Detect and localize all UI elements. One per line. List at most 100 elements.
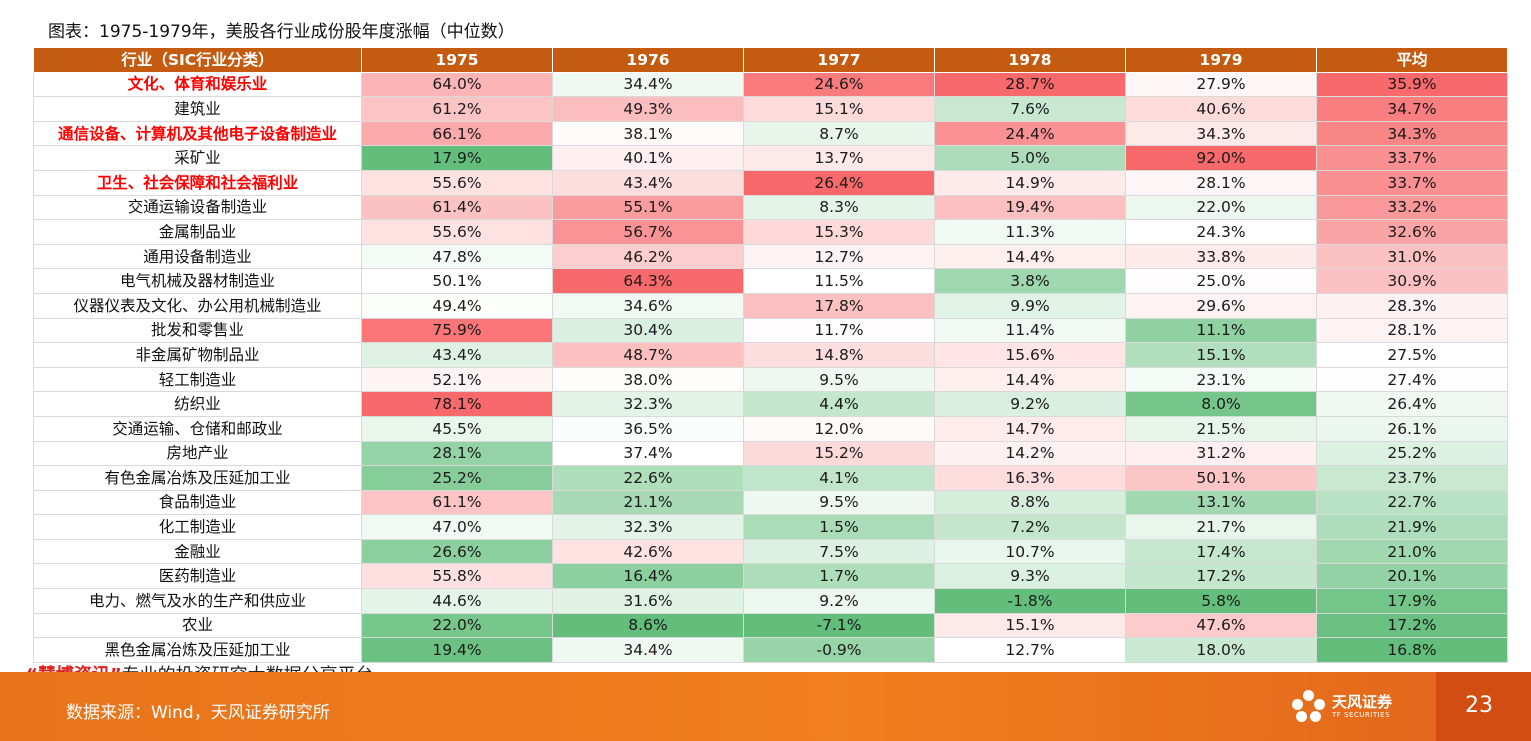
- value-cell: 66.1%: [361, 120, 553, 147]
- industry-name: 建筑业: [33, 96, 362, 122]
- value-cell: 43.4%: [361, 342, 553, 368]
- industry-name: 采矿业: [33, 145, 362, 171]
- industry-name: 纺织业: [33, 391, 362, 417]
- value-cell: 12.7%: [934, 637, 1126, 663]
- value-cell: 12.7%: [743, 243, 935, 270]
- industry-name: 文化、体育和娱乐业: [33, 71, 362, 98]
- industry-name: 通用设备制造业: [33, 243, 362, 270]
- table-row: 化工制造业 47.0% 32.3% 1.5% 7.2% 21.7% 21.9%: [33, 514, 1508, 540]
- value-cell: 8.0%: [1125, 391, 1317, 417]
- figure-title: 图表：1975-1979年，美股各行业成份股年度涨幅（中位数）: [48, 22, 515, 42]
- table-row: 金融业 26.6% 42.6% 7.5% 10.7% 17.4% 21.0%: [33, 538, 1508, 565]
- value-cell: 78.1%: [361, 391, 553, 417]
- value-cell: 11.3%: [934, 219, 1126, 245]
- value-cell: 61.1%: [361, 489, 553, 516]
- value-cell: 27.4%: [1316, 366, 1508, 393]
- value-cell: 16.4%: [552, 563, 744, 590]
- value-cell: 21.0%: [1316, 538, 1508, 565]
- value-cell: 34.4%: [552, 637, 744, 663]
- value-cell: 11.1%: [1125, 317, 1317, 344]
- value-cell: -1.8%: [934, 588, 1126, 614]
- industry-name: 金属制品业: [33, 219, 362, 245]
- value-cell: 32.3%: [552, 514, 744, 540]
- value-cell: 21.1%: [552, 489, 744, 516]
- value-cell: 15.3%: [743, 219, 935, 245]
- value-cell: 47.8%: [361, 243, 553, 270]
- value-cell: 46.2%: [552, 243, 744, 270]
- value-cell: 11.5%: [743, 268, 935, 294]
- value-cell: 7.6%: [934, 96, 1126, 122]
- value-cell: 33.8%: [1125, 243, 1317, 270]
- header-1979: 1979: [1125, 47, 1317, 73]
- table-row: 有色金属冶炼及压延加工业 25.2% 22.6% 4.1% 16.3% 50.1% 23.7…: [33, 465, 1508, 491]
- value-cell: 13.7%: [743, 145, 935, 171]
- value-cell: 12.0%: [743, 415, 935, 442]
- table-row: 纺织业 78.1% 32.3% 4.4% 9.2% 8.0% 26.4%: [33, 391, 1508, 417]
- value-cell: 5.8%: [1125, 588, 1317, 614]
- value-cell: 27.5%: [1316, 342, 1508, 368]
- value-cell: 16.3%: [934, 465, 1126, 491]
- value-cell: 28.3%: [1316, 292, 1508, 319]
- value-cell: 9.5%: [743, 366, 935, 393]
- page-number: 23: [1465, 693, 1493, 718]
- value-cell: 17.4%: [1125, 538, 1317, 565]
- table-row: 金属制品业 55.6% 56.7% 15.3% 11.3% 24.3% 32.6%: [33, 219, 1508, 245]
- value-cell: 32.3%: [552, 391, 744, 417]
- value-cell: 20.1%: [1316, 563, 1508, 590]
- value-cell: 28.1%: [1125, 169, 1317, 196]
- value-cell: 5.0%: [934, 145, 1126, 171]
- table-row: 电气机械及器材制造业 50.1% 64.3% 11.5% 3.8% 25.0% 30.9%: [33, 268, 1508, 294]
- table-row: 农业 22.0% 8.6% -7.1% 15.1% 47.6% 17.2%: [33, 612, 1508, 639]
- value-cell: 21.9%: [1316, 514, 1508, 540]
- value-cell: 64.3%: [552, 268, 744, 294]
- value-cell: 25.2%: [361, 465, 553, 491]
- value-cell: 26.4%: [743, 169, 935, 196]
- value-cell: 22.6%: [552, 465, 744, 491]
- value-cell: 17.2%: [1125, 563, 1317, 590]
- industry-name: 黑色金属冶炼及压延加工业: [33, 637, 362, 663]
- value-cell: 28.1%: [1316, 317, 1508, 344]
- value-cell: 25.2%: [1316, 440, 1508, 467]
- value-cell: 25.0%: [1125, 268, 1317, 294]
- value-cell: 8.6%: [552, 612, 744, 639]
- value-cell: 8.3%: [743, 194, 935, 221]
- value-cell: 9.5%: [743, 489, 935, 516]
- industry-name: 医药制造业: [33, 563, 362, 590]
- industry-name: 交通运输设备制造业: [33, 194, 362, 221]
- value-cell: 27.9%: [1125, 71, 1317, 98]
- value-cell: 14.4%: [934, 366, 1126, 393]
- industry-name: 食品制造业: [33, 489, 362, 516]
- value-cell: -7.1%: [743, 612, 935, 639]
- value-cell: 15.6%: [934, 342, 1126, 368]
- table-row: 采矿业 17.9% 40.1% 13.7% 5.0% 92.0% 33.7%: [33, 145, 1508, 171]
- industry-name: 非金属矿物制品业: [33, 342, 362, 368]
- value-cell: 26.6%: [361, 538, 553, 565]
- industry-name: 仪器仪表及文化、办公用机械制造业: [33, 292, 362, 319]
- value-cell: 34.4%: [552, 71, 744, 98]
- table-row: 医药制造业 55.8% 16.4% 1.7% 9.3% 17.2% 20.1%: [33, 563, 1508, 590]
- table-row: 电力、燃气及水的生产和供应业 44.6% 31.6% 9.2% -1.8% 5.8% 17.…: [33, 588, 1508, 614]
- header-industry: 行业（SIC行业分类）: [33, 47, 362, 73]
- value-cell: 75.9%: [361, 317, 553, 344]
- value-cell: 50.1%: [1125, 465, 1317, 491]
- value-cell: 14.9%: [934, 169, 1126, 196]
- industry-name: 卫生、社会保障和社会福利业: [33, 169, 362, 196]
- value-cell: 24.4%: [934, 120, 1126, 147]
- value-cell: 16.8%: [1316, 637, 1508, 663]
- value-cell: -0.9%: [743, 637, 935, 663]
- value-cell: 18.0%: [1125, 637, 1317, 663]
- value-cell: 23.1%: [1125, 366, 1317, 393]
- table-row: 轻工制造业 52.1% 38.0% 9.5% 14.4% 23.1% 27.4%: [33, 366, 1508, 393]
- tf-flower-icon: [1292, 690, 1326, 724]
- value-cell: 8.8%: [934, 489, 1126, 516]
- value-cell: 48.7%: [552, 342, 744, 368]
- value-cell: 42.6%: [552, 538, 744, 565]
- table-row: 建筑业 61.2% 49.3% 15.1% 7.6% 40.6% 34.7%: [33, 96, 1508, 122]
- industry-name: 批发和零售业: [33, 317, 362, 344]
- header-average: 平均: [1316, 47, 1508, 73]
- table-row: 交通运输设备制造业 61.4% 55.1% 8.3% 19.4% 22.0% 33.2%: [33, 194, 1508, 221]
- industry-returns-table: 行业（SIC行业分类） 1975 1976 1977 1978 1979 平均 …: [33, 47, 1508, 663]
- source-note: 数据来源：Wind，天风证券研究所: [66, 698, 330, 723]
- value-cell: 33.7%: [1316, 145, 1508, 171]
- value-cell: 55.1%: [552, 194, 744, 221]
